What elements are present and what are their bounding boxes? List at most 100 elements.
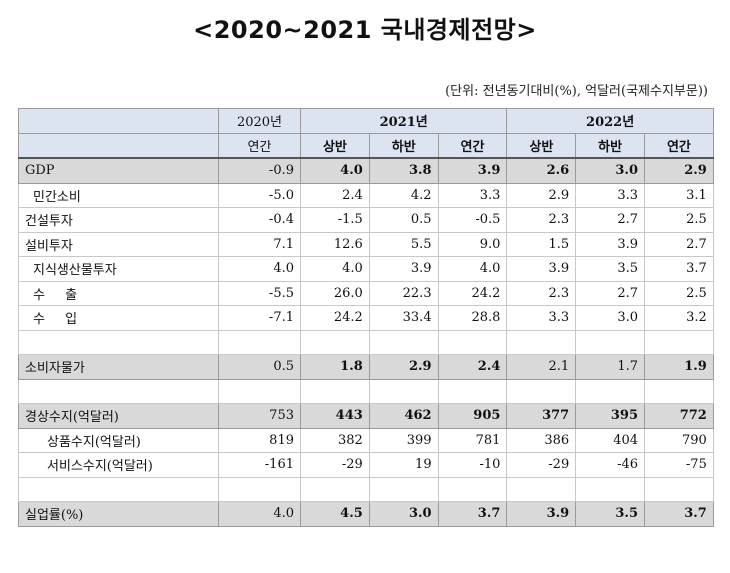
cell-value: 3.9 <box>506 501 577 527</box>
header-2020: 2020년 <box>218 108 301 134</box>
table-row-services-balance: 서비스수지(억달러) -161 -29 19 -10 -29 -46 -75 <box>18 452 714 478</box>
row-label: 건설투자 <box>18 207 219 233</box>
header-h2-2021: 하반 <box>368 132 439 159</box>
cell-value: 5.5 <box>368 231 439 257</box>
cell-value: 819 <box>218 427 301 453</box>
header-blank <box>18 132 219 159</box>
cell-value: 0.5 <box>368 207 439 233</box>
row-label: 상품수지(억달러) <box>18 427 219 453</box>
cell-value: 2.7 <box>575 207 646 233</box>
cell-value: 905 <box>437 403 508 429</box>
cell-value: 2.5 <box>644 207 714 233</box>
cell-value: 1.8 <box>300 354 370 380</box>
table-row-current-account: 경상수지(억달러) 753 443 462 905 377 395 772 <box>18 403 714 429</box>
cell-value: 790 <box>644 427 714 453</box>
cell-value: 3.0 <box>575 305 646 331</box>
table-row-construction: 건설투자 -0.4 -1.5 0.5 -0.5 2.3 2.7 2.5 <box>18 207 714 233</box>
cell-value: 4.0 <box>300 157 370 184</box>
row-label: 소비자물가 <box>18 354 219 380</box>
cell-value: 4.0 <box>300 256 370 282</box>
table-row-ip-investment: 지식생산물투자 4.0 4.0 3.9 4.0 3.9 3.5 3.7 <box>18 256 714 282</box>
row-label: 지식생산물투자 <box>18 256 219 282</box>
table-row-goods-balance: 상품수지(억달러) 819 382 399 781 386 404 790 <box>18 427 714 453</box>
cell-value: 3.3 <box>437 182 508 208</box>
cell-value: 1.7 <box>575 354 646 380</box>
cell-value: 1.5 <box>506 231 577 257</box>
cell-value: 3.9 <box>575 231 646 257</box>
cell-value: 28.8 <box>437 305 508 331</box>
cell-value: 3.2 <box>644 305 714 331</box>
cell-value: 4.0 <box>437 256 508 282</box>
header-2021: 2021년 <box>299 108 508 134</box>
cell-value: 4.0 <box>218 256 301 282</box>
header-row-years: 2020년 2021년 2022년 <box>18 108 714 134</box>
cell-value: 3.0 <box>368 501 439 527</box>
table-row-private-consumption: 민간소비 -5.0 2.4 4.2 3.3 2.9 3.3 3.1 <box>18 182 714 208</box>
cell-value: 4.0 <box>218 501 301 527</box>
table-row-imports: 수 입 -7.1 24.2 33.4 28.8 3.3 3.0 3.2 <box>18 305 714 331</box>
header-h1-2022: 상반 <box>506 132 577 159</box>
cell-value: 26.0 <box>300 280 370 306</box>
table-row-empty <box>18 329 714 355</box>
cell-value: 377 <box>506 403 577 429</box>
row-label: 서비스수지(억달러) <box>18 452 219 478</box>
cell-value: -0.9 <box>218 157 301 184</box>
cell-value: 24.2 <box>437 280 508 306</box>
cell-value: 462 <box>368 403 439 429</box>
header-h1-2021: 상반 <box>300 132 370 159</box>
cell-value: -29 <box>300 452 370 478</box>
page-title: <2020~2021 국내경제전망> <box>193 16 537 44</box>
cell-value: 404 <box>575 427 646 453</box>
cell-value: 2.4 <box>437 354 508 380</box>
cell-value: 3.3 <box>506 305 577 331</box>
cell-value: 33.4 <box>368 305 439 331</box>
cell-value: 386 <box>506 427 577 453</box>
row-label: GDP <box>18 157 219 184</box>
row-label: 실업률(%) <box>18 501 219 527</box>
header-h2-2022: 하반 <box>575 132 646 159</box>
cell-value: -10 <box>437 452 508 478</box>
cell-value: 2.9 <box>506 182 577 208</box>
cell-value: 781 <box>437 427 508 453</box>
cell-value: -46 <box>575 452 646 478</box>
table-row-empty <box>18 476 714 502</box>
row-label: 민간소비 <box>18 182 219 208</box>
cell-value: 3.1 <box>644 182 714 208</box>
forecast-table: 2020년 2021년 2022년 연간 상반 하반 연간 상반 하반 연간 G… <box>18 108 714 527</box>
cell-value: 24.2 <box>300 305 370 331</box>
cell-value: -75 <box>644 452 714 478</box>
table-row-unemployment: 실업률(%) 4.0 4.5 3.0 3.7 3.9 3.5 3.7 <box>18 501 714 527</box>
header-blank <box>18 108 219 134</box>
header-annual-2022: 연간 <box>644 132 714 159</box>
cell-value: 3.7 <box>644 501 714 527</box>
table-row-facility-investment: 설비투자 7.1 12.6 5.5 9.0 1.5 3.9 2.7 <box>18 231 714 257</box>
header-annual-2020: 연간 <box>218 132 301 159</box>
cell-value: 382 <box>300 427 370 453</box>
cell-value: 12.6 <box>300 231 370 257</box>
cell-value: 19 <box>368 452 439 478</box>
cell-value: 3.3 <box>575 182 646 208</box>
cell-value: 443 <box>300 403 370 429</box>
cell-value: 4.5 <box>300 501 370 527</box>
row-label: 수 입 <box>18 305 219 331</box>
cell-value: 3.5 <box>575 501 646 527</box>
cell-value: -0.5 <box>437 207 508 233</box>
cell-value: 4.2 <box>368 182 439 208</box>
cell-value: 9.0 <box>437 231 508 257</box>
cell-value: 772 <box>644 403 714 429</box>
cell-value: 3.7 <box>644 256 714 282</box>
row-label: 설비투자 <box>18 231 219 257</box>
cell-value: -7.1 <box>218 305 301 331</box>
cell-value: 2.1 <box>506 354 577 380</box>
cell-value: -5.5 <box>218 280 301 306</box>
row-label-part: 입 <box>65 312 78 328</box>
row-label: 수 출 <box>18 280 219 306</box>
cell-value: 399 <box>368 427 439 453</box>
cell-value: 2.4 <box>300 182 370 208</box>
cell-value: 2.5 <box>644 280 714 306</box>
cell-value: 3.9 <box>437 157 508 184</box>
cell-value: -0.4 <box>218 207 301 233</box>
row-label-part: 수 <box>33 312 61 328</box>
unit-note: (단위: 전년동기대비(%), 억달러(국제수지부문)) <box>445 84 708 99</box>
header-row-periods: 연간 상반 하반 연간 상반 하반 연간 <box>18 132 714 159</box>
